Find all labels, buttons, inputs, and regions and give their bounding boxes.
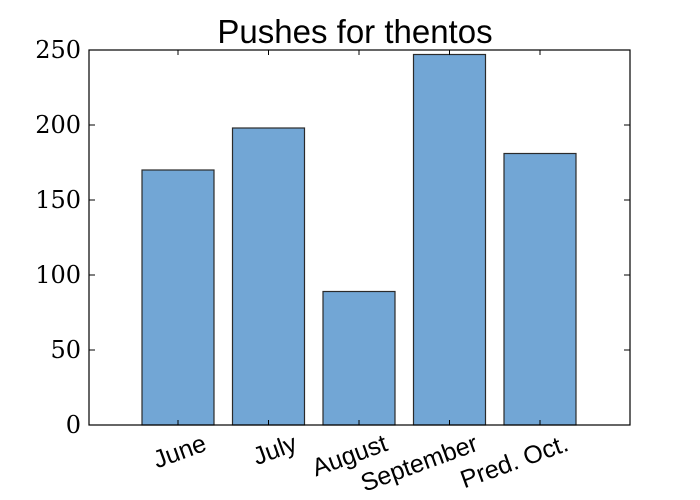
y-tick-label: 100 [35, 261, 81, 289]
y-tick-label: 250 [35, 36, 81, 64]
bar-august [322, 290, 396, 426]
y-tick-label: 200 [35, 111, 81, 139]
bars-group [141, 53, 577, 426]
plot-frame [88, 49, 631, 426]
y-axis: 0 50 100 150 200 250 [35, 36, 630, 439]
bar-july [231, 127, 306, 426]
x-tick-label: June [150, 429, 211, 474]
bar-june [141, 169, 215, 426]
bar-pred-oct [503, 152, 577, 426]
y-tick-label: 50 [50, 336, 81, 364]
x-tick-label: July [249, 429, 301, 471]
y-tick-label: 150 [35, 186, 81, 214]
bar-september [412, 53, 487, 426]
chart-title: Pushes for thentos [217, 13, 492, 50]
y-tick-label: 0 [66, 411, 81, 439]
